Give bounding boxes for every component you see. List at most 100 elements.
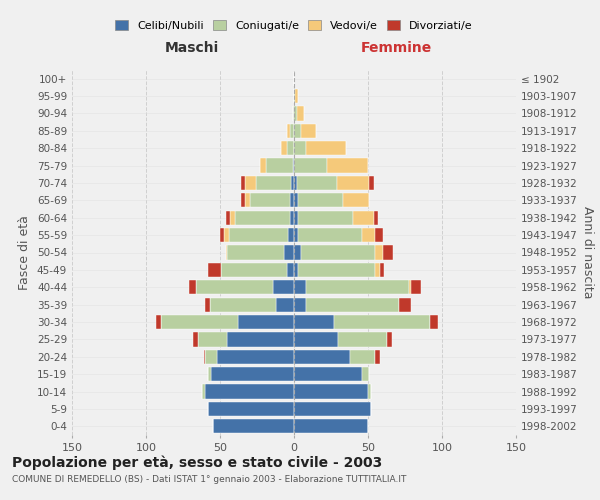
Bar xyxy=(294,246,301,260)
Bar xyxy=(297,176,337,190)
Bar xyxy=(409,280,411,294)
Bar xyxy=(273,280,294,294)
Bar xyxy=(290,193,294,208)
Bar xyxy=(362,367,370,382)
Bar xyxy=(326,158,368,172)
Bar xyxy=(212,419,294,434)
Bar xyxy=(293,106,294,120)
Bar xyxy=(294,402,371,416)
Bar xyxy=(298,263,376,277)
Bar xyxy=(338,332,387,346)
Bar xyxy=(245,193,250,208)
Bar xyxy=(196,280,273,294)
Bar xyxy=(189,280,196,294)
Bar xyxy=(221,263,287,277)
Bar xyxy=(294,419,368,434)
Bar xyxy=(293,158,294,172)
Text: Femmine: Femmine xyxy=(361,42,432,56)
Bar xyxy=(294,124,301,138)
Bar xyxy=(362,228,376,242)
Bar xyxy=(337,176,370,190)
Bar xyxy=(306,280,409,294)
Bar xyxy=(294,158,326,172)
Bar xyxy=(198,332,227,346)
Bar xyxy=(205,384,294,398)
Bar xyxy=(241,193,245,208)
Bar xyxy=(430,315,437,329)
Bar xyxy=(380,263,384,277)
Bar xyxy=(298,210,353,225)
Bar xyxy=(294,228,298,242)
Bar xyxy=(334,315,430,329)
Bar xyxy=(288,228,294,242)
Bar xyxy=(294,315,334,329)
Bar xyxy=(205,350,217,364)
Bar xyxy=(294,332,338,346)
Bar xyxy=(374,210,379,225)
Bar xyxy=(368,384,371,398)
Bar xyxy=(157,315,161,329)
Bar xyxy=(281,141,287,156)
Bar xyxy=(287,141,294,156)
Bar xyxy=(284,246,294,260)
Bar xyxy=(295,89,298,103)
Bar xyxy=(193,332,198,346)
Bar xyxy=(245,176,256,190)
Bar xyxy=(220,228,224,242)
Bar xyxy=(298,228,362,242)
Text: Maschi: Maschi xyxy=(165,42,219,56)
Bar xyxy=(260,158,266,172)
Bar xyxy=(353,210,374,225)
Bar xyxy=(298,193,343,208)
Bar xyxy=(411,280,421,294)
Bar xyxy=(209,298,276,312)
Text: COMUNE DI REMEDELLO (BS) - Dati ISTAT 1° gennaio 2003 - Elaborazione TUTTITALIA.: COMUNE DI REMEDELLO (BS) - Dati ISTAT 1°… xyxy=(12,475,406,484)
Bar xyxy=(291,176,294,190)
Bar xyxy=(266,158,293,172)
Bar xyxy=(376,263,380,277)
Bar xyxy=(230,210,235,225)
Bar xyxy=(301,124,316,138)
Bar xyxy=(235,210,290,225)
Bar xyxy=(376,228,383,242)
Bar xyxy=(376,246,383,260)
Bar xyxy=(226,246,227,260)
Bar xyxy=(208,263,221,277)
Legend: Celibi/Nubili, Coniugati/e, Vedovi/e, Divorziati/e: Celibi/Nubili, Coniugati/e, Vedovi/e, Di… xyxy=(112,17,476,34)
Bar xyxy=(306,141,346,156)
Bar xyxy=(238,315,294,329)
Bar xyxy=(294,263,298,277)
Bar xyxy=(227,246,284,260)
Bar xyxy=(301,246,376,260)
Bar xyxy=(205,298,209,312)
Bar xyxy=(294,298,306,312)
Bar xyxy=(204,350,205,364)
Bar xyxy=(161,315,238,329)
Bar xyxy=(294,176,297,190)
Bar xyxy=(343,193,370,208)
Bar xyxy=(294,106,297,120)
Bar xyxy=(250,193,290,208)
Bar xyxy=(399,298,411,312)
Bar xyxy=(383,246,393,260)
Bar xyxy=(294,350,350,364)
Bar xyxy=(227,332,294,346)
Bar xyxy=(294,367,362,382)
Bar xyxy=(276,298,294,312)
Bar xyxy=(287,263,294,277)
Bar xyxy=(211,367,294,382)
Bar xyxy=(387,332,392,346)
Bar xyxy=(290,210,294,225)
Bar xyxy=(297,106,304,120)
Bar xyxy=(208,367,211,382)
Bar xyxy=(294,141,306,156)
Bar xyxy=(306,298,399,312)
Bar xyxy=(294,384,368,398)
Bar xyxy=(208,402,294,416)
Bar xyxy=(370,176,374,190)
Bar xyxy=(290,124,294,138)
Bar xyxy=(350,350,376,364)
Bar xyxy=(241,176,245,190)
Bar xyxy=(376,350,380,364)
Y-axis label: Fasce di età: Fasce di età xyxy=(19,215,31,290)
